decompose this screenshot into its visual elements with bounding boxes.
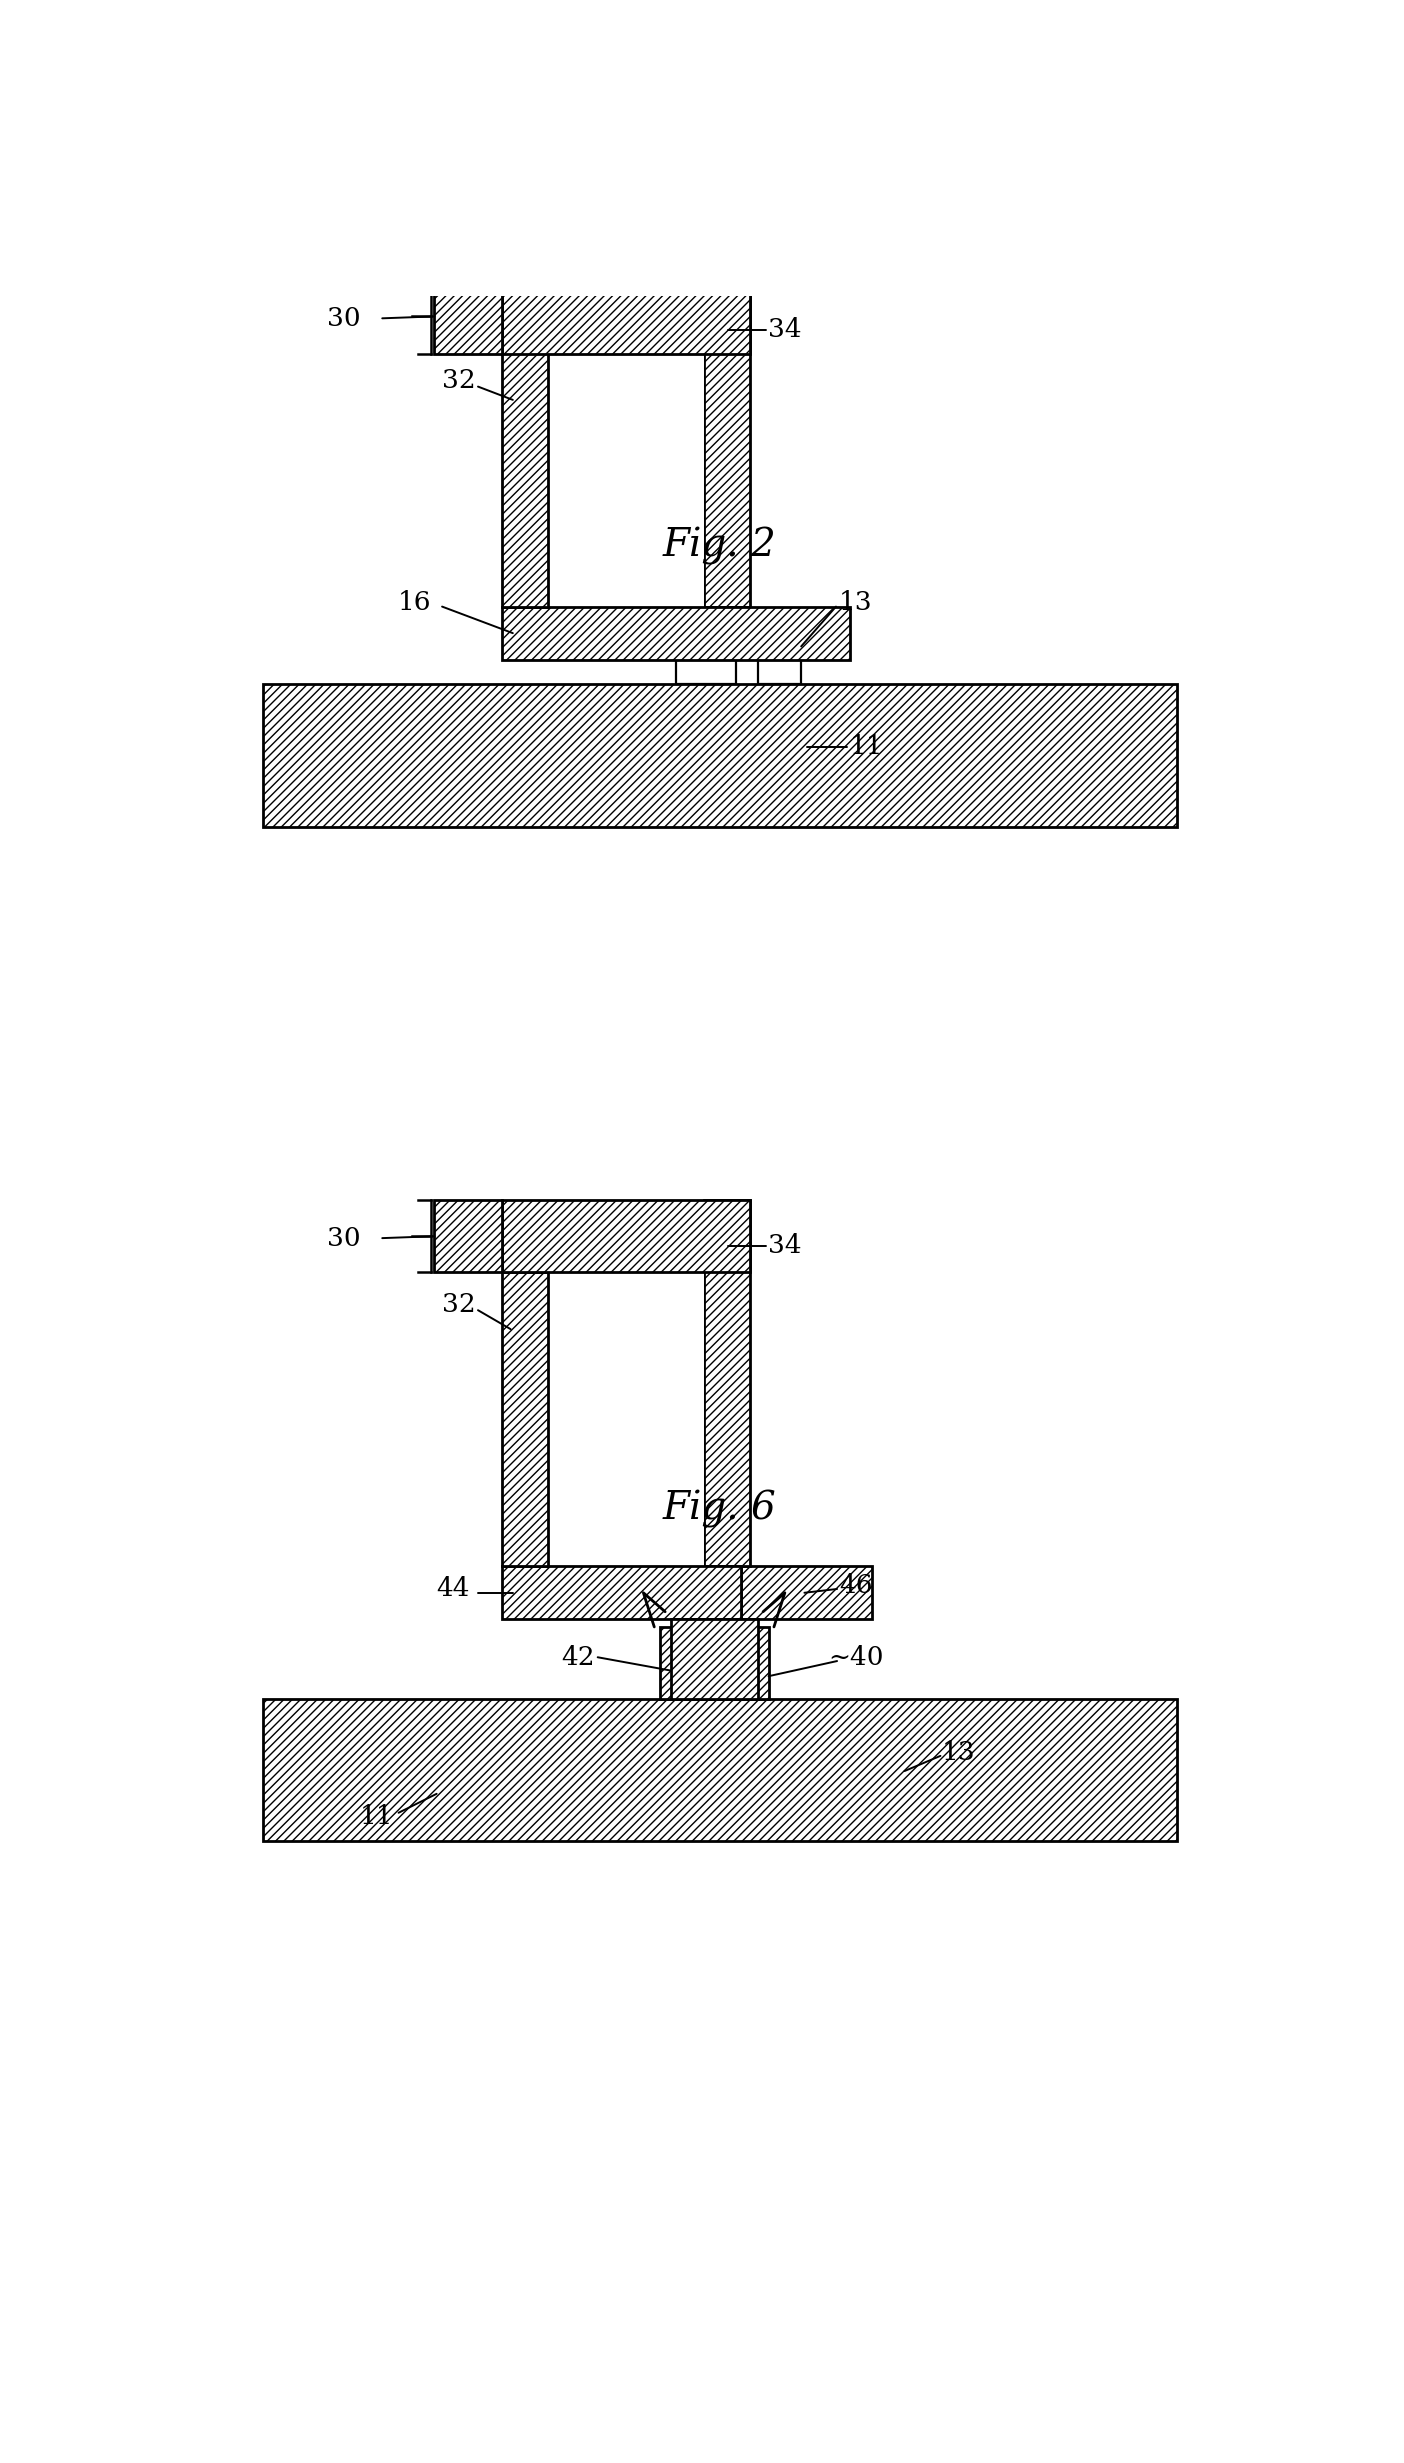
Bar <box>503 606 851 660</box>
Bar <box>503 1566 741 1618</box>
Text: 16: 16 <box>399 591 431 616</box>
Bar <box>503 1273 548 1566</box>
Text: 34: 34 <box>768 1234 802 1259</box>
Text: 46: 46 <box>838 1574 872 1598</box>
Bar <box>671 1618 758 1699</box>
Bar <box>503 276 548 606</box>
Text: 32: 32 <box>441 1293 476 1318</box>
Bar <box>263 685 1177 828</box>
Text: 30: 30 <box>327 1227 361 1251</box>
Bar <box>758 660 802 685</box>
Bar <box>548 1273 705 1566</box>
Text: 30: 30 <box>327 305 361 330</box>
Bar <box>434 278 503 355</box>
Text: 13: 13 <box>838 591 872 616</box>
Text: 42: 42 <box>562 1645 595 1670</box>
Bar <box>660 1628 768 1699</box>
Bar <box>705 278 750 606</box>
Bar <box>263 1699 1177 1842</box>
Bar <box>548 355 705 606</box>
Text: Fig. 2: Fig. 2 <box>663 527 776 564</box>
Text: 44: 44 <box>437 1576 470 1601</box>
Text: 32: 32 <box>441 369 476 394</box>
Text: 13: 13 <box>942 1739 976 1764</box>
Text: ~40: ~40 <box>828 1645 883 1670</box>
Bar <box>434 1199 503 1273</box>
Bar <box>503 278 750 355</box>
Text: 11: 11 <box>359 1803 393 1830</box>
Bar <box>677 660 736 685</box>
Bar <box>705 1199 750 1566</box>
Text: 34: 34 <box>768 318 802 342</box>
Bar <box>503 1199 750 1273</box>
Text: Fig. 6: Fig. 6 <box>663 1490 776 1530</box>
Text: 11: 11 <box>849 734 883 759</box>
Bar <box>741 1566 872 1618</box>
